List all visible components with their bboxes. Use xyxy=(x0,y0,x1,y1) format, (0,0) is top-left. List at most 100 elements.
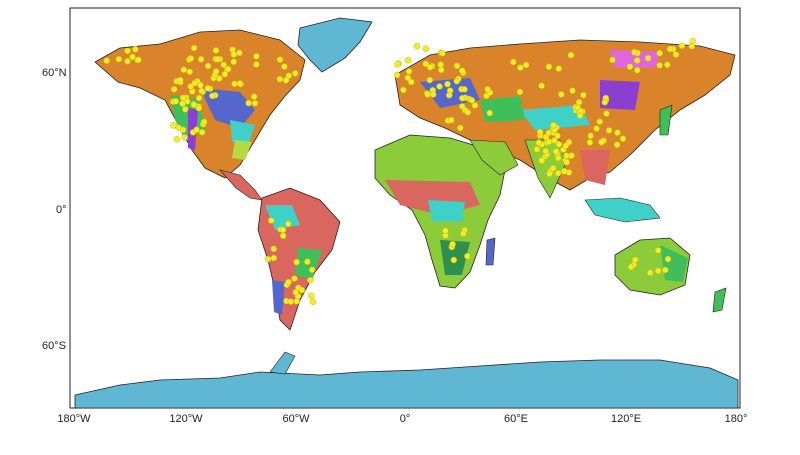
site-marker xyxy=(678,42,686,49)
site-marker xyxy=(236,49,243,57)
site-marker xyxy=(549,164,557,172)
site-marker xyxy=(424,91,431,98)
site-marker xyxy=(426,63,434,71)
site-marker xyxy=(633,57,641,64)
site-marker xyxy=(308,266,316,274)
site-marker xyxy=(422,60,430,68)
site-marker xyxy=(212,68,220,75)
lon-label-180: 180° xyxy=(724,413,748,425)
site-marker xyxy=(253,61,260,68)
site-marker xyxy=(293,258,300,266)
site-marker xyxy=(307,276,314,284)
site-marker xyxy=(662,266,669,274)
lon-label-120e: 120°E xyxy=(610,413,642,425)
site-marker xyxy=(279,232,287,240)
site-marker xyxy=(601,98,609,106)
site-marker xyxy=(132,45,139,53)
site-marker xyxy=(209,92,216,100)
site-marker xyxy=(550,121,557,129)
site-marker xyxy=(115,55,123,63)
site-marker xyxy=(220,61,228,69)
site-marker xyxy=(554,169,562,177)
site-marker xyxy=(197,55,205,63)
site-marker xyxy=(664,255,672,263)
site-marker xyxy=(195,104,203,112)
site-marker xyxy=(198,128,206,136)
site-marker xyxy=(563,152,570,159)
site-marker xyxy=(195,94,203,102)
site-marker xyxy=(576,112,584,119)
site-marker xyxy=(270,254,278,262)
indonesia xyxy=(584,197,661,223)
site-marker xyxy=(173,136,181,143)
site-marker xyxy=(187,55,195,62)
site-marker xyxy=(245,99,252,107)
site-marker xyxy=(598,138,605,146)
japan xyxy=(659,104,673,136)
site-marker xyxy=(510,58,517,66)
site-marker xyxy=(448,116,455,124)
site-marker xyxy=(221,70,229,78)
site-marker xyxy=(688,43,695,50)
site-marker xyxy=(587,132,594,140)
site-marker xyxy=(545,63,553,71)
site-marker xyxy=(405,68,413,75)
site-marker xyxy=(309,298,317,305)
site-marker xyxy=(180,66,188,73)
site-marker xyxy=(542,147,549,155)
site-marker xyxy=(284,220,292,228)
sa-blue-region xyxy=(272,280,285,315)
site-marker xyxy=(656,49,663,57)
site-marker xyxy=(484,86,491,93)
site-marker xyxy=(453,77,461,85)
site-marker xyxy=(236,80,244,87)
site-marker xyxy=(458,67,466,74)
site-marker xyxy=(593,125,600,132)
site-marker xyxy=(253,53,260,60)
new-zealand xyxy=(712,287,727,313)
site-marker xyxy=(575,98,583,106)
site-marker xyxy=(292,289,299,296)
site-marker xyxy=(170,86,178,93)
site-marker xyxy=(542,133,550,141)
site-marker xyxy=(276,75,284,83)
madagascar xyxy=(485,237,496,266)
site-marker xyxy=(666,45,674,53)
site-marker xyxy=(204,84,212,92)
site-marker xyxy=(450,256,458,264)
asia-teal-region xyxy=(520,105,590,130)
lon-label-60w: 60°W xyxy=(282,413,310,425)
africa-teal xyxy=(428,200,465,222)
site-marker xyxy=(190,101,198,109)
site-marker xyxy=(552,148,560,155)
site-marker xyxy=(535,139,543,146)
site-marker xyxy=(135,56,142,64)
site-marker xyxy=(560,167,568,175)
site-marker xyxy=(212,47,220,54)
site-marker xyxy=(394,61,401,68)
site-marker xyxy=(517,64,524,71)
site-marker xyxy=(282,77,290,84)
site-marker xyxy=(516,88,524,96)
site-marker xyxy=(230,51,238,58)
site-marker xyxy=(446,91,453,99)
site-marker xyxy=(413,42,421,50)
site-marker xyxy=(468,97,476,104)
site-marker xyxy=(437,61,444,68)
site-marker xyxy=(442,227,449,234)
site-marker xyxy=(251,99,259,107)
se-asia-region xyxy=(580,150,610,185)
site-marker xyxy=(129,53,136,61)
site-marker xyxy=(408,78,415,86)
asia-purple-region xyxy=(600,80,640,110)
site-marker xyxy=(457,124,464,132)
site-marker xyxy=(308,292,315,299)
site-marker xyxy=(172,98,180,105)
site-marker xyxy=(298,286,306,294)
site-marker xyxy=(293,298,300,305)
site-marker xyxy=(538,157,545,164)
site-markers xyxy=(103,38,696,305)
site-marker xyxy=(214,55,221,63)
site-marker xyxy=(554,154,562,162)
site-marker xyxy=(627,263,635,271)
